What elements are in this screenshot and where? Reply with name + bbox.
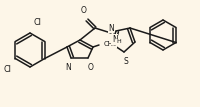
Text: N: N [112,35,118,44]
Text: O: O [88,63,94,72]
Text: CH₃: CH₃ [104,41,117,47]
Text: N: N [65,63,71,72]
Text: O: O [81,6,87,15]
Text: H: H [116,39,121,44]
Text: N: N [108,24,114,33]
Text: Cl: Cl [34,18,42,27]
Text: S: S [124,57,128,66]
Text: Cl: Cl [3,65,11,74]
